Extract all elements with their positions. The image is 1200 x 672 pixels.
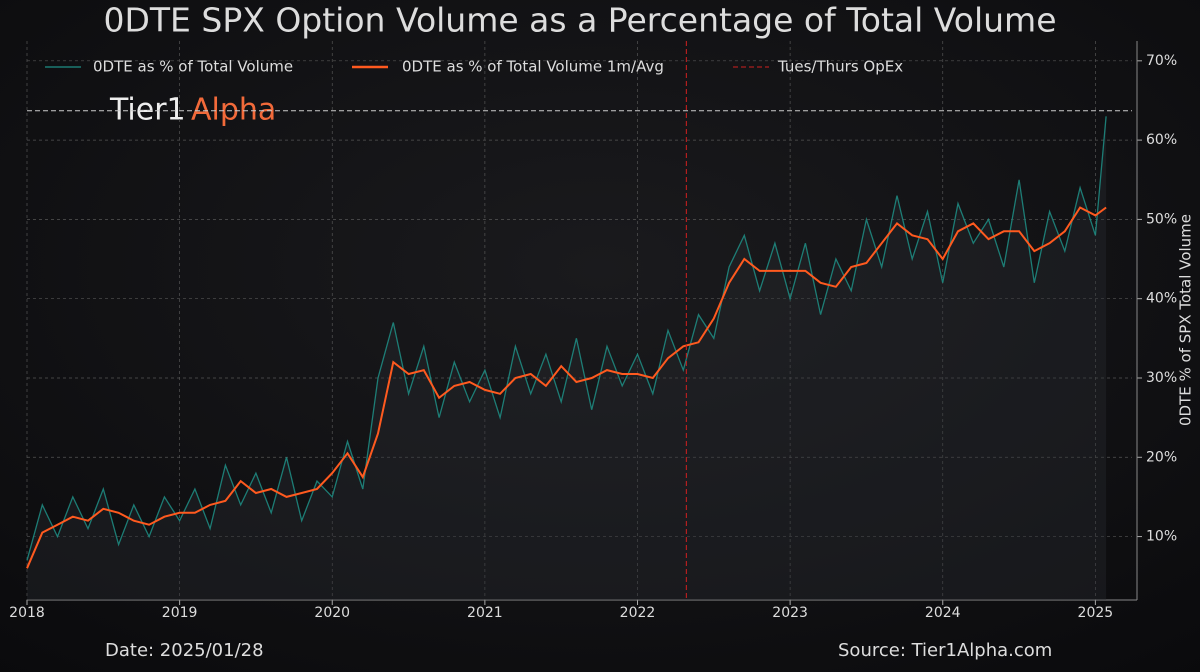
chart-title: 0DTE SPX Option Volume as a Percentage o… bbox=[103, 1, 1056, 40]
series-line bbox=[26, 116, 1107, 561]
x-tick-label: 2023 bbox=[772, 605, 808, 621]
x-tick-label: 2020 bbox=[314, 605, 350, 621]
y-tick-label: 60% bbox=[1146, 132, 1177, 148]
x-tick-label: 2018 bbox=[9, 605, 45, 621]
y-tick-label: 10% bbox=[1146, 529, 1177, 545]
x-tick-label: 2025 bbox=[1078, 605, 1114, 621]
area-fill bbox=[27, 116, 1107, 601]
watermark: Tier1 bbox=[109, 93, 186, 128]
y-tick-label: 50% bbox=[1146, 211, 1177, 227]
y-tick-label: 30% bbox=[1146, 370, 1177, 386]
x-tick-label: 2019 bbox=[162, 605, 198, 621]
legend-label: Tues/Thurs OpEx bbox=[777, 58, 903, 76]
source: Source: Tier1Alpha.com bbox=[838, 640, 1052, 661]
legend-label: 0DTE as % of Total Volume 1m/Avg bbox=[402, 58, 664, 76]
y-tick-label: 20% bbox=[1146, 449, 1177, 465]
series-line bbox=[26, 206, 1107, 569]
date-note: Date: 2025/01/28 bbox=[105, 640, 264, 661]
legend-label: 0DTE as % of Total Volume bbox=[93, 58, 293, 76]
y-tick-label: 40% bbox=[1146, 291, 1177, 307]
y-axis-label: 0DTE % of SPX Total Volume bbox=[1177, 214, 1195, 426]
x-tick-label: 2022 bbox=[620, 605, 656, 621]
watermark: Alpha bbox=[191, 93, 276, 128]
x-tick-label: 2021 bbox=[467, 605, 503, 621]
x-tick-label: 2024 bbox=[925, 605, 961, 621]
y-tick-label: 70% bbox=[1146, 53, 1177, 69]
